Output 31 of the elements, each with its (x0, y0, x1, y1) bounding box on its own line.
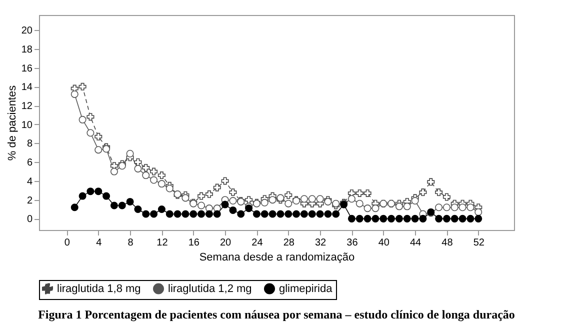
legend-label: glimepirida (279, 282, 334, 295)
y-tick-label: 6 (26, 158, 33, 169)
x-tick-label: 8 (128, 238, 134, 248)
x-tick-label: 44 (410, 238, 422, 248)
y-tick-label: 8 (26, 138, 33, 150)
y-tick-label: 10 (21, 120, 33, 131)
x-tick-label: 20 (220, 238, 232, 248)
x-tick-label: 40 (378, 238, 390, 248)
text: Figura 1 Porcentagem de pacientes com náusea por semana – estudo clínico de longa duração (38, 308, 515, 322)
y-tick-label: 14 (21, 82, 33, 94)
x-tick-label: 16 (188, 238, 200, 248)
y-tick-label: 0 (26, 214, 33, 226)
legend-label: liraglutida 1,2 mg (168, 282, 252, 295)
y-axis-title: % de pacientes (6, 84, 18, 161)
y-tick-label: 4 (26, 176, 33, 188)
x-tick-label: 12 (156, 238, 168, 248)
x-tick-label: 36 (346, 238, 358, 248)
y-tick-label: 20 (21, 26, 33, 37)
y-tick-label: 16 (21, 63, 33, 74)
x-tick-label: 52 (473, 238, 485, 248)
x-axis-title: Semana desde a randomização (199, 252, 355, 264)
x-tick-label: 24 (252, 238, 264, 248)
x-tick-label: 4 (96, 238, 102, 248)
x-tick-label: 32 (314, 238, 327, 248)
y-tick-label: 2 (26, 195, 33, 206)
y-tick-label: 12 (21, 101, 33, 112)
x-tick-label: 48 (442, 238, 454, 248)
legend-label: liraglutida 1,8 mg (57, 282, 141, 295)
x-tick-label: 0 (64, 238, 70, 248)
y-tick-label: 18 (21, 44, 33, 56)
x-tick-label: 28 (283, 238, 295, 248)
